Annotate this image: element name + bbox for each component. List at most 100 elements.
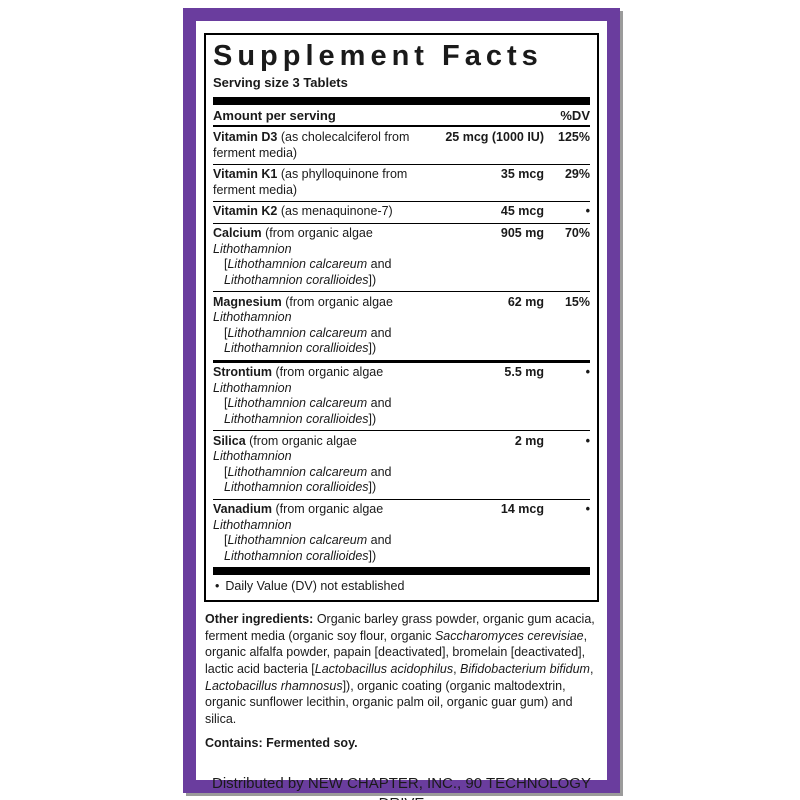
nutrient-amount: 45 mcg [500, 204, 544, 219]
purple-border-frame: Supplement Facts Serving size 3 Tablets … [183, 8, 620, 800]
text-segment: (as menaquinone-7) [277, 204, 393, 219]
nutrient-amount: 14 mcg [500, 502, 544, 517]
dv-footnote: • Daily Value (DV) not established [213, 575, 590, 600]
nutrient-amount: 5.5 mg [504, 365, 544, 380]
supplement-facts-panel: Supplement Facts Serving size 3 Tablets … [204, 33, 599, 603]
text-segment: (from organic algae [272, 365, 384, 380]
text-segment: [ [224, 533, 228, 548]
text-segment: ]), organic coating (organic maltodextri… [205, 678, 573, 726]
text-segment: Lithothamnion [213, 380, 292, 395]
text-segment: Lithothamnion [213, 449, 292, 464]
text-segment: ]) [368, 272, 377, 287]
text-segment: ]) [368, 480, 377, 495]
nutrient-source-subline: [Lithothamnion calcareum and Lithothamni… [213, 465, 426, 496]
nutrient-name: Vitamin K2 [213, 204, 278, 219]
text-segment: (from organic algae [261, 226, 373, 241]
distributor-line-1: Distributed by NEW CHAPTER, INC., 90 TEC… [212, 775, 591, 800]
text-segment: [ [224, 464, 228, 479]
facts-title: Supplement Facts [213, 40, 543, 72]
nutrient-dv: 15% [564, 294, 590, 309]
text-segment: ]) [368, 411, 377, 426]
text-segment: [ [224, 257, 228, 272]
nutrient-name: Strontium [213, 365, 273, 380]
text-segment: Lithothamnion [213, 241, 292, 256]
nutrient-dv: 125% [558, 129, 590, 144]
nutrient-amount: 62 mg [507, 294, 544, 309]
nutrient-source-subline: [Lithothamnion calcareum and Lithothamni… [213, 326, 426, 357]
text-segment: Lithothamnion corallioides [224, 548, 369, 563]
nutrient-amount: 905 mg [500, 226, 544, 241]
text-segment: Lithothamnion [213, 517, 292, 532]
dv-header: %DV [560, 108, 590, 124]
other-ingredients: Other ingredients: Organic barley grass … [205, 611, 598, 727]
text-segment: ]) [368, 341, 377, 356]
nutrient-name: Silica [213, 433, 246, 448]
text-segment: , [589, 661, 594, 676]
text-segment: , organic alfalfa powder, papain [deacti… [205, 628, 588, 676]
nutrient-dv: 70% [564, 226, 590, 241]
text-segment: Lithothamnion corallioides [224, 480, 369, 495]
text-segment: Bifidobacterium bifidum [460, 661, 590, 676]
nutrient-description: (as menaquinone-7) [277, 204, 393, 219]
nutrient-name-cell: Vanadium (from organic algae Lithothamni… [213, 502, 426, 565]
nutrient-description: (from organic algae Lithothamnion [213, 295, 393, 325]
table-row: Vitamin K1 (as phylloquinone from fermen… [213, 163, 590, 201]
text-segment: (as cholecalciferol from ferment media) [213, 129, 410, 160]
nutrient-name-cell: Magnesium (from organic algae Lithothamn… [213, 295, 426, 358]
nutrient-dv: • [585, 433, 590, 448]
nutrient-name-cell: Vitamin K1 (as phylloquinone from fermen… [213, 167, 426, 198]
table-row: Silica (from organic algae Lithothamnion… [213, 430, 590, 499]
text-segment: Organic barley grass powder, organic gum… [205, 612, 595, 643]
text-segment: Lithothamnion calcareum [227, 396, 368, 411]
contains-statement: Contains: Fermented soy. [205, 736, 358, 751]
text-segment: ]) [368, 548, 377, 563]
nutrient-rows: Vitamin D3 (as cholecalciferol from ferm… [213, 127, 590, 567]
text-segment: Lithothamnion calcareum [227, 325, 368, 340]
nutrient-description: (as cholecalciferol from ferment media) [213, 130, 409, 160]
nutrient-name-cell: Calcium (from organic algae Lithothamnio… [213, 226, 426, 289]
nutrient-name-cell: Vitamin K2 (as menaquinone-7) [213, 204, 426, 220]
text-segment: Other ingredients: [205, 612, 317, 627]
text-segment: Lithothamnion [213, 310, 292, 325]
nutrient-source-subline: [Lithothamnion calcareum and Lithothamni… [213, 396, 426, 427]
nutrient-description: (from organic algae Lithothamnion [213, 226, 373, 256]
table-row: Vanadium (from organic algae Lithothamni… [213, 498, 590, 568]
text-segment: Lactobacillus acidophilus [314, 661, 454, 676]
nutrient-description: (as phylloquinone from ferment media) [213, 167, 407, 197]
table-header-row: Amount per serving %DV [213, 105, 590, 128]
nutrient-dv: 29% [564, 167, 590, 182]
nutrient-source-subline: [Lithothamnion calcareum and Lithothamni… [213, 257, 426, 288]
text-segment: Lactobacillus rhamnosus [205, 678, 343, 693]
nutrient-name-cell: Strontium (from organic algae Lithothamn… [213, 365, 426, 428]
text-segment: Lithothamnion corallioides [224, 411, 369, 426]
nutrient-name: Calcium [213, 226, 262, 241]
thick-divider-bottom [213, 567, 590, 576]
table-row: Vitamin K2 (as menaquinone-7) 45 mcg • [213, 200, 590, 223]
nutrient-name-cell: Vitamin D3 (as cholecalciferol from ferm… [213, 130, 426, 161]
table-row: Strontium (from organic algae Lithothamn… [213, 359, 590, 431]
text-segment: [ [224, 325, 228, 340]
label-content-area: Supplement Facts Serving size 3 Tablets … [196, 21, 607, 800]
nutrient-name-cell: Silica (from organic algae Lithothamnion… [213, 434, 426, 497]
text-segment: and [367, 533, 392, 548]
text-segment: and [367, 464, 392, 479]
bullet-glyph: • [215, 579, 220, 594]
nutrient-amount: 2 mg [514, 433, 544, 448]
text-segment: (from organic algae [245, 433, 357, 448]
text-segment: [ [224, 396, 228, 411]
text-segment: Saccharomyces cerevisiae [434, 628, 584, 643]
nutrient-name: Vitamin K1 [213, 167, 278, 182]
nutrient-source-subline: [Lithothamnion calcareum and Lithothamni… [213, 533, 426, 564]
nutrient-description: (from organic algae Lithothamnion [213, 365, 383, 395]
text-segment: (as phylloquinone from ferment media) [213, 167, 408, 197]
text-segment: (from organic algae [281, 294, 393, 309]
nutrient-dv: • [585, 502, 590, 517]
table-row: Vitamin D3 (as cholecalciferol from ferm… [213, 127, 590, 163]
nutrient-name: Magnesium [213, 294, 282, 309]
table-row: Calcium (from organic algae Lithothamnio… [213, 222, 590, 292]
nutrient-dv: • [585, 365, 590, 380]
text-segment: Lithothamnion corallioides [224, 341, 369, 356]
nutrient-description: (from organic algae Lithothamnion [213, 502, 383, 532]
amount-per-serving-header: Amount per serving [213, 108, 336, 124]
